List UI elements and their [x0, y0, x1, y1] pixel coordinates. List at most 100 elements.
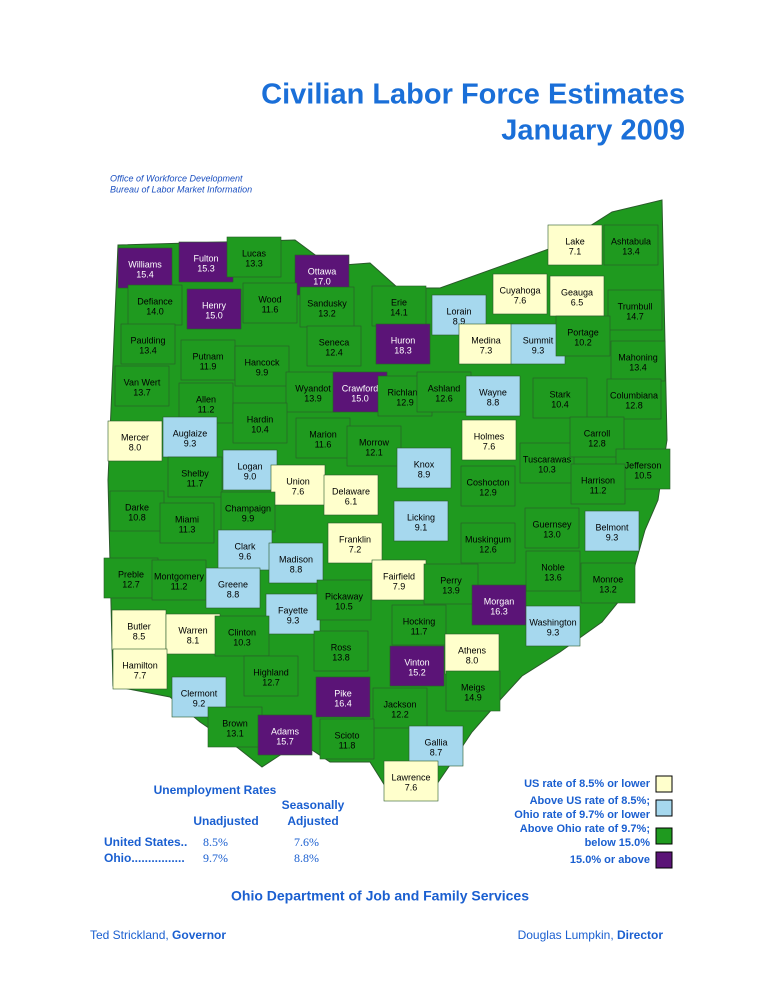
county-rate: 15.0	[205, 310, 223, 320]
county-name: Richland	[387, 387, 422, 397]
county-area	[371, 559, 427, 601]
county-name: Delaware	[332, 486, 370, 496]
county-name: Stark	[549, 389, 571, 399]
county-name: Coshocton	[466, 477, 509, 487]
county-area	[327, 522, 383, 564]
county-rate: 13.4	[622, 246, 640, 256]
county-name: Noble	[541, 562, 565, 572]
county-name: Hamilton	[122, 660, 158, 670]
county-rate: 12.7	[122, 579, 140, 589]
county-area	[375, 323, 431, 365]
county-area	[580, 562, 636, 604]
county-name: Wyandot	[295, 383, 331, 393]
column-header: Seasonally	[282, 798, 345, 812]
county-area	[242, 282, 298, 324]
county-area	[323, 474, 379, 516]
county-area	[423, 563, 479, 605]
county-name: Mahoning	[618, 352, 658, 362]
county-name: Sandusky	[307, 298, 347, 308]
county-rate: 15.4	[136, 269, 154, 279]
county-name: Shelby	[181, 468, 209, 478]
agency: Ohio Department of Job and Family Servic…	[231, 888, 529, 904]
county-area	[465, 375, 521, 417]
county-area	[346, 425, 402, 467]
county-rate: 8.8	[227, 589, 240, 599]
county-rate: 14.7	[626, 311, 644, 321]
county-area	[313, 630, 369, 672]
county-area	[610, 340, 666, 382]
county-rate: 8.0	[129, 442, 142, 452]
county-rate: 12.8	[588, 438, 606, 448]
county-name: Harrison	[581, 475, 615, 485]
county-area	[569, 416, 625, 458]
director: Douglas Lumpkin, Director	[518, 928, 664, 942]
county-rate: 12.9	[479, 487, 497, 497]
county-area	[178, 382, 234, 424]
county-name: Columbiana	[610, 390, 658, 400]
county-rate: 13.6	[544, 572, 562, 582]
county-rate: 16.3	[490, 606, 508, 616]
legend-label: below 15.0%	[585, 837, 651, 849]
legend-label: US rate of 8.5% or lower	[524, 778, 651, 790]
county-rate: 13.7	[133, 387, 151, 397]
county-rate: 11.2	[198, 404, 215, 414]
county-rate: 12.6	[479, 544, 497, 554]
title: Civilian Labor Force Estimates	[261, 79, 685, 111]
county-name: Summit	[523, 335, 554, 345]
county-area	[532, 377, 588, 419]
county-name: Warren	[178, 625, 207, 635]
county-name: Hocking	[403, 616, 436, 626]
county-rate: 11.7	[187, 478, 204, 488]
county-rate: 15.0	[351, 393, 369, 403]
county-rate: 9.3	[532, 345, 545, 355]
county-area	[492, 273, 548, 315]
county-name: Muskingum	[465, 534, 511, 544]
county-area	[547, 224, 603, 266]
county-rate: 9.9	[242, 513, 255, 523]
county-rate: 7.3	[480, 345, 493, 355]
county-rate: 7.6	[292, 486, 305, 496]
county-name: Seneca	[319, 337, 350, 347]
county-area	[285, 371, 341, 413]
director-title: Director	[617, 928, 663, 942]
county-name: Highland	[253, 667, 289, 677]
county-name: Fulton	[193, 253, 218, 263]
county-area	[186, 288, 242, 330]
county-area	[525, 550, 581, 592]
county-area	[167, 456, 223, 498]
county-rate: 11.7	[411, 626, 428, 636]
county-name: Erie	[391, 297, 407, 307]
county-name: Hardin	[247, 414, 274, 424]
county-area	[461, 419, 517, 461]
county-name: Greene	[218, 579, 248, 589]
county-rate: 12.9	[396, 397, 414, 407]
county-name: Licking	[407, 512, 435, 522]
county-name: Guernsey	[532, 519, 572, 529]
county-name: Miami	[175, 514, 199, 524]
county-area	[114, 365, 170, 407]
